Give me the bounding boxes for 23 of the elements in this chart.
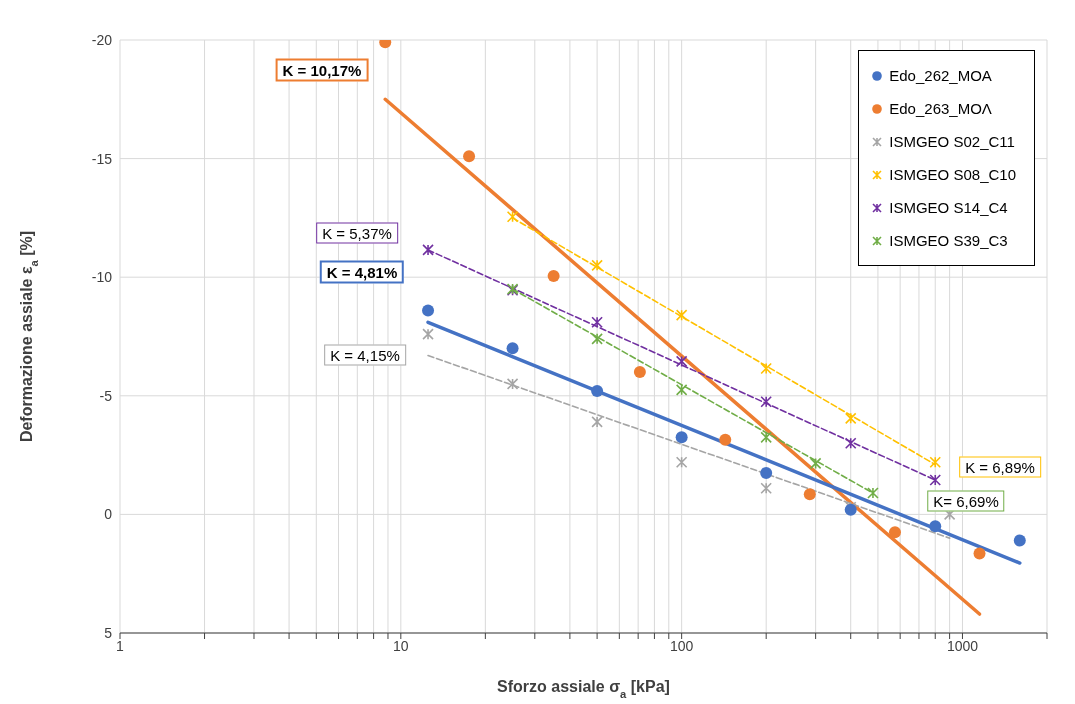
x-tick-label: 1: [116, 637, 125, 654]
y-tick-label: -20: [91, 31, 113, 48]
annotation: K= 6,69%: [933, 492, 999, 510]
annotation: K = 4,81%: [326, 263, 398, 281]
y-tick-label: -10: [91, 269, 113, 286]
legend-label: ISMGEO S14_C4: [889, 199, 1008, 216]
legend-label: ISMGEO S39_C3: [889, 232, 1008, 249]
annotation: K = 10,17%: [282, 61, 362, 79]
annotation: K = 5,37%: [322, 224, 392, 242]
x-axis-title: Sforzo assiale σ$_{a}$ [kPa]: [497, 678, 670, 700]
legend-label: Edo_262_MOA: [889, 67, 992, 84]
y-tick-label: 5: [104, 624, 113, 641]
x-tick-label: 100: [669, 637, 694, 654]
annotation: K = 6,89%: [965, 458, 1035, 476]
annotation: K = 4,15%: [330, 346, 400, 364]
y-tick-label: -5: [99, 387, 113, 404]
y-tick-label: 0: [104, 506, 113, 523]
y-tick-label: -15: [91, 150, 113, 167]
legend-label: Edo_263_MOΛ: [889, 100, 992, 117]
x-tick-label: 10: [393, 637, 409, 654]
legend-label: ISMGEO S08_C10: [889, 166, 1016, 183]
x-tick-label: 1000: [946, 637, 979, 654]
legend-label: ISMGEO S02_C11: [889, 133, 1015, 150]
